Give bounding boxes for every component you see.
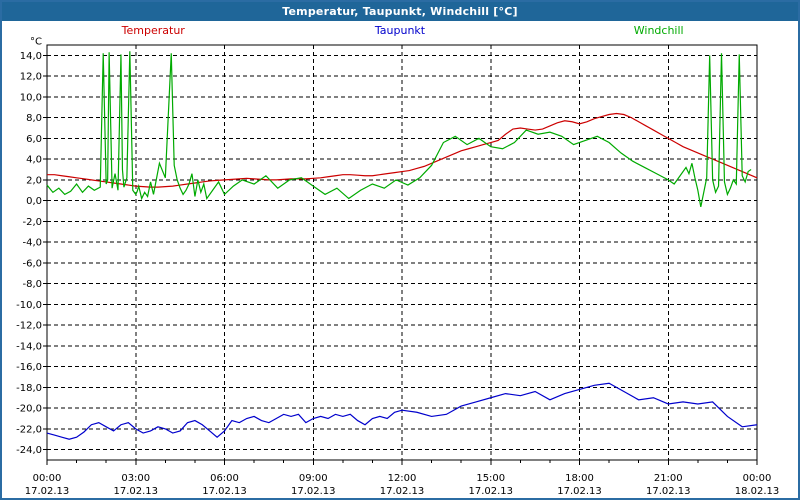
x-axis-date-label: 17.02.13	[291, 486, 336, 497]
y-axis-tick-label: -16,0	[16, 362, 42, 373]
series-line-temperatur	[47, 112, 758, 188]
legend-item-windchill: Windchill	[633, 24, 684, 37]
chart-legend: Temperatur Taupunkt Windchill	[2, 24, 798, 40]
x-axis-date-label: 17.02.13	[557, 486, 602, 497]
y-axis-labels: 14,0 12,0 10,0 8,0 6,0 4,0 2,0 0,0 -2,0 -4,0 -6,0 -…	[16, 36, 42, 456]
x-axis-date-label: 17.02.13	[202, 486, 247, 497]
y-axis-tick-label: 12,0	[20, 72, 42, 83]
y-axis-tick-label: -14,0	[16, 341, 42, 352]
x-axis-date-label: 17.02.13	[25, 486, 70, 497]
series-layer	[46, 51, 758, 440]
y-axis-tick-label: -6,0	[22, 258, 42, 269]
series-line-taupunkt	[46, 382, 758, 440]
y-axis-tick-label: 14,0	[20, 51, 42, 62]
x-axis-date-label: 17.02.13	[113, 486, 158, 497]
y-axis-tick-label: 2,0	[26, 175, 42, 186]
window-title-bar: Temperatur, Taupunkt, Windchill [°C]	[2, 2, 798, 21]
x-axis-time-label: 18:00	[565, 473, 594, 484]
y-axis-tick-label: 8,0	[26, 113, 42, 124]
x-axis-date-label: 17.02.13	[380, 486, 425, 497]
x-axis-time-label: 00:00	[33, 473, 62, 484]
y-axis-tick-label: 6,0	[26, 134, 42, 145]
y-axis-tick-label: -22,0	[16, 424, 42, 435]
y-axis-tick-label: -8,0	[22, 279, 42, 290]
y-axis-tick-label: 0,0	[26, 196, 42, 207]
y-axis-tick-label: -4,0	[22, 238, 42, 249]
tick-marks	[43, 54, 758, 465]
x-axis-time-label: 21:00	[654, 473, 683, 484]
y-axis-tick-label: -2,0	[22, 217, 42, 228]
grid-layer	[47, 45, 757, 460]
x-axis-date-label: 17.02.13	[468, 486, 513, 497]
y-axis-tick-label: -20,0	[16, 404, 42, 415]
x-axis-date-label: 18.02.13	[735, 486, 780, 497]
x-axis-time-label: 06:00	[210, 473, 239, 484]
x-axis-time-label: 00:00	[743, 473, 772, 484]
series-line-windchill	[46, 51, 752, 207]
x-axis-time-label: 03:00	[121, 473, 150, 484]
y-axis-tick-label: 4,0	[26, 155, 42, 166]
y-axis-tick-label: -10,0	[16, 300, 42, 311]
x-axis-date-label: 17.02.13	[646, 486, 691, 497]
y-axis-tick-label: 10,0	[20, 92, 42, 103]
y-axis-tick-label: -24,0	[16, 445, 42, 456]
legend-item-temperatur: Temperatur	[121, 24, 185, 37]
x-axis-time-label: 12:00	[388, 473, 417, 484]
x-axis-time-label: 15:00	[476, 473, 505, 484]
x-axis-labels: 00:00 17.02.13 03:00 17.02.13 06:00 17.02.13 0…	[25, 473, 780, 497]
plot-area: 14,0 12,0 10,0 8,0 6,0 4,0 2,0 0,0 -2,0 -4,0 -6,0 -…	[2, 21, 798, 498]
y-axis-unit-label: °C	[30, 36, 42, 47]
y-axis-tick-label: -18,0	[16, 383, 42, 394]
x-axis-time-label: 09:00	[299, 473, 328, 484]
chart-canvas: 14,0 12,0 10,0 8,0 6,0 4,0 2,0 0,0 -2,0 -4,0 -6,0 -…	[16, 36, 780, 497]
window-title: Temperatur, Taupunkt, Windchill [°C]	[282, 5, 518, 18]
legend-item-taupunkt: Taupunkt	[374, 24, 426, 37]
y-axis-tick-label: -12,0	[16, 321, 42, 332]
